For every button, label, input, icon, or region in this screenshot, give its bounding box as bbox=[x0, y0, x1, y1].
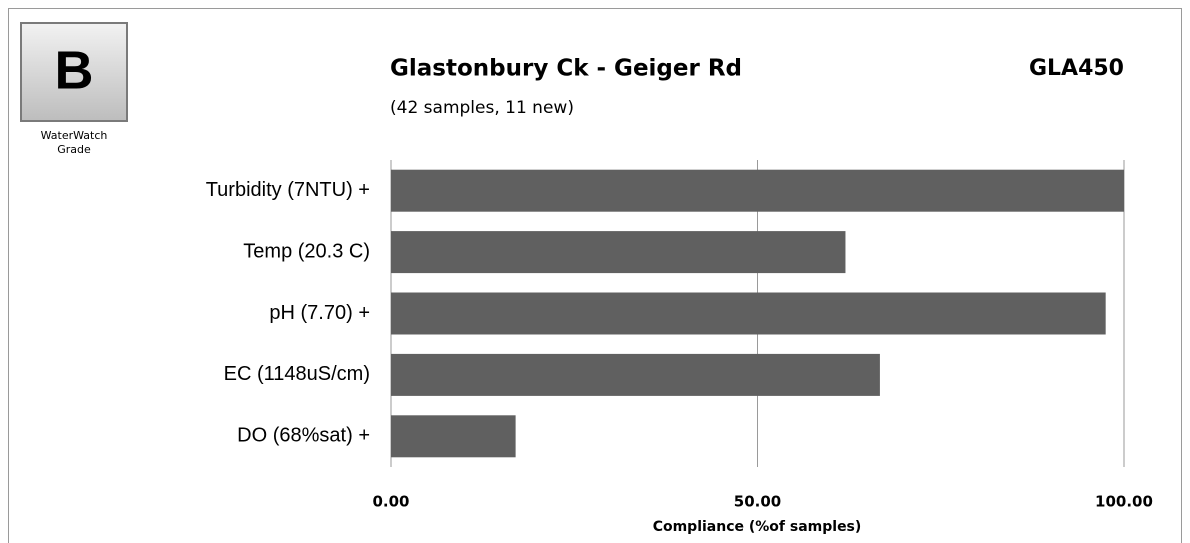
x-axis-title: Compliance (%of samples) bbox=[653, 519, 862, 535]
site-code: GLA450 bbox=[1029, 56, 1124, 81]
grade-label: WaterWatch bbox=[41, 129, 108, 142]
y-tick-label: pH (7.70) + bbox=[269, 302, 370, 324]
grade: B bbox=[55, 40, 94, 100]
bar bbox=[391, 231, 846, 274]
y-tick-label: Temp (20.3 C) bbox=[243, 240, 370, 262]
bar bbox=[391, 415, 516, 458]
grade-label: Grade bbox=[57, 143, 91, 156]
chart-title: Glastonbury Ck - Geiger Rd bbox=[390, 56, 742, 82]
bar bbox=[391, 169, 1124, 212]
x-tick-label: 100.00 bbox=[1095, 493, 1153, 511]
y-tick-label: EC (1148uS/cm) bbox=[224, 363, 370, 385]
y-tick-label: Turbidity (7NTU) + bbox=[206, 179, 370, 201]
y-tick-label: DO (68%sat) + bbox=[237, 425, 370, 447]
bar bbox=[391, 292, 1106, 335]
grade-box bbox=[20, 22, 128, 122]
x-tick-label: 0.00 bbox=[372, 493, 409, 511]
chart-subtitle: (42 samples, 11 new) bbox=[390, 98, 574, 118]
x-tick-label: 50.00 bbox=[734, 493, 781, 511]
frame bbox=[8, 8, 1182, 543]
bar bbox=[391, 353, 880, 396]
